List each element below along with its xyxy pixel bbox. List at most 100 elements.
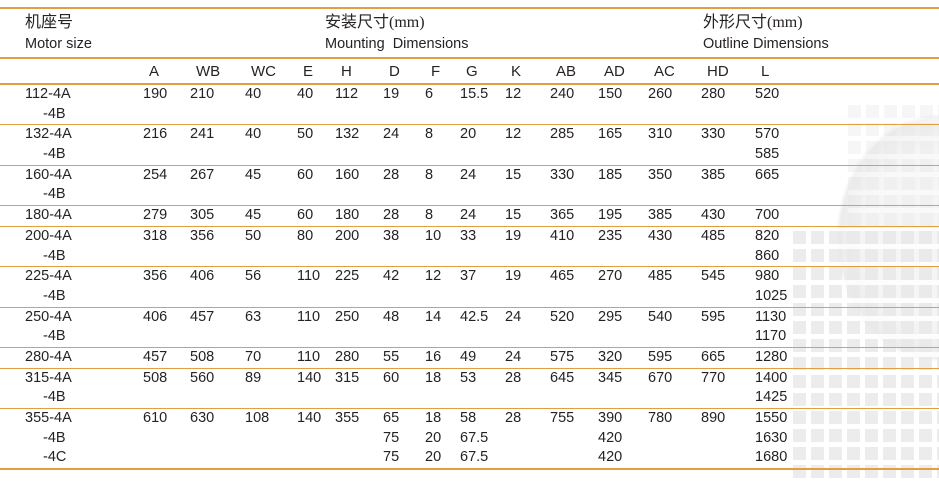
- motor-size-label: 200-4A: [25, 227, 72, 244]
- dimension-value: 350: [648, 166, 673, 183]
- dimension-value: 420: [598, 429, 623, 446]
- cell-ac: 260: [640, 84, 693, 125]
- dimension-value: 235: [598, 227, 623, 244]
- dimension-value: 40: [245, 86, 262, 102]
- dimension-value: 1550: [755, 410, 788, 426]
- motor-size-label: -4B: [43, 429, 66, 446]
- cell-ad: 295: [590, 307, 640, 347]
- dimension-value: 595: [701, 308, 726, 325]
- outline-dimensions-title-cn: 外形尺寸(mm): [703, 14, 803, 31]
- cell-wb: 406: [182, 267, 237, 307]
- motor-size-label: -4B: [43, 186, 66, 203]
- dimension-value: 420: [598, 449, 623, 466]
- dimension-value: 285: [550, 126, 575, 143]
- cell-a: 508: [135, 368, 182, 408]
- dimension-value: 28: [383, 207, 400, 224]
- dimension-value: 390: [598, 410, 623, 426]
- cell-wb: 630: [182, 409, 237, 470]
- cell-g: 42.5: [452, 307, 497, 347]
- dimension-value: 280: [335, 348, 360, 365]
- dimension-value: 250: [335, 308, 360, 325]
- dimension-value: 45: [245, 166, 262, 183]
- motor-size-cell: 180-4A: [0, 206, 135, 227]
- dimension-value: 508: [190, 348, 215, 365]
- dimension-value: 38: [383, 227, 400, 244]
- cell-a: 279: [135, 206, 182, 227]
- dimension-value: 1170: [755, 328, 787, 345]
- cell-wb: 267: [182, 165, 237, 205]
- cell-wc: 70: [237, 347, 289, 368]
- cell-ab: 410: [542, 226, 590, 266]
- dimension-value: 385: [648, 207, 673, 224]
- cell-f: 8: [417, 125, 452, 165]
- motor-size-cell: 315-4A -4B: [0, 368, 135, 408]
- cell-h: 112: [327, 84, 375, 125]
- cell-e: 80: [289, 226, 327, 266]
- column-header-row: A WB WC E H D F G K AB AD AC HD L: [0, 58, 939, 84]
- cell-f: 18: [417, 368, 452, 408]
- dimension-value: 585: [755, 146, 780, 163]
- dimension-value: 295: [598, 308, 623, 325]
- cell-ac: 670: [640, 368, 693, 408]
- dimension-value: 16: [425, 348, 442, 365]
- dimension-value: 150: [598, 86, 623, 102]
- mounting-dimensions-title-group: 安装尺寸(mm) Mounting Dimensions: [325, 11, 468, 54]
- dimension-value: 110: [297, 268, 321, 285]
- column-header-g: G: [466, 62, 478, 80]
- motor-size-cell: 112-4A -4B: [0, 84, 135, 125]
- column-header-k: K: [511, 62, 522, 80]
- cell-wb: 210: [182, 84, 237, 125]
- dimension-value: 365: [550, 207, 575, 224]
- cell-wc: 45: [237, 165, 289, 205]
- dimension-value: 12: [505, 86, 522, 102]
- cell-ab: 575: [542, 347, 590, 368]
- motor-size-label: -4B: [43, 389, 66, 406]
- table-row-280-4a: 280-4A 457 508 70 110 280 55 16 49 24 575 320 595 665…: [0, 347, 939, 369]
- dimension-value: 24: [383, 126, 400, 143]
- cell-f: 16: [417, 347, 452, 368]
- dimension-value: 860: [755, 247, 780, 264]
- dimension-value: 24: [505, 348, 522, 365]
- dimension-value: 570: [755, 126, 780, 143]
- dimension-value: 63: [245, 308, 262, 325]
- motor-size-label: -4B: [43, 105, 66, 122]
- cell-f: 8: [417, 206, 452, 227]
- dimension-value: 67.5: [460, 449, 489, 466]
- cell-ab: 240: [542, 84, 590, 125]
- cell-h: 225: [327, 267, 375, 307]
- table-row-355-4a: 355-4A -4B -4C 610 630 108 140 355 65 75 75 18 20 20 5…: [0, 409, 939, 470]
- dimension-value: 575: [550, 348, 575, 365]
- cell-ac: 350: [640, 165, 693, 205]
- dimension-value: 65: [383, 410, 400, 426]
- dimension-value: 385: [701, 166, 726, 183]
- cell-g: 20: [452, 125, 497, 165]
- cell-ac: 595: [640, 347, 693, 368]
- dimension-value: 1630: [755, 429, 788, 446]
- cell-k: 12: [497, 125, 542, 165]
- table-row-225-4a: 225-4A -4B 356 406 56 110 225 42 12 37 19 465 270 485…: [0, 267, 939, 308]
- dimension-value: 406: [190, 268, 215, 285]
- motor-size-label: 355-4A: [25, 410, 72, 426]
- dimension-value: 28: [505, 410, 522, 426]
- dimension-value: 24: [505, 308, 522, 325]
- dimension-value: 110: [297, 308, 321, 325]
- cell-wb: 560: [182, 368, 237, 408]
- dimension-value: 75: [383, 429, 400, 446]
- cell-ac: 310: [640, 125, 693, 165]
- dimension-value: 165: [598, 126, 623, 143]
- motor-size-cell: 250-4A -4B: [0, 307, 135, 347]
- cell-h: 355: [327, 409, 375, 470]
- dimension-value: 310: [648, 126, 673, 143]
- cell-l: 1130 1170: [747, 307, 939, 347]
- cell-ad: 185: [590, 165, 640, 205]
- pixel-squares-watermark: [793, 228, 939, 478]
- dimension-value: 20: [460, 126, 477, 143]
- dimension-value: 53: [460, 369, 477, 386]
- mounting-dimensions-title-en: Mounting Dimensions: [325, 36, 469, 52]
- cell-f: 10: [417, 226, 452, 266]
- dimension-value: 75: [383, 449, 400, 466]
- dimension-value: 19: [383, 86, 400, 102]
- dimension-value: 630: [190, 410, 215, 426]
- dimension-value: 318: [143, 227, 168, 244]
- cell-d: 65 75 75: [375, 409, 417, 470]
